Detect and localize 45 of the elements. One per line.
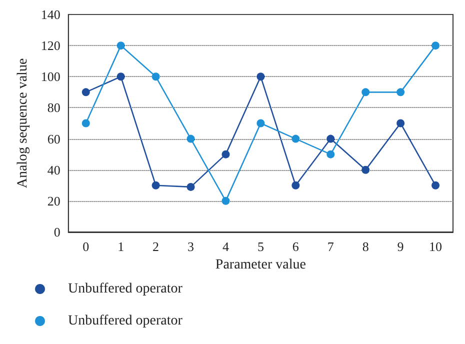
point [116, 72, 125, 81]
legend-label: Unbuffered operator [68, 314, 183, 328]
point [186, 182, 195, 191]
x-tick-label: 0 [82, 239, 90, 254]
point [82, 119, 90, 128]
point [116, 42, 125, 50]
y-tick-label: 100 [40, 69, 60, 84]
y-tick-label: 20 [47, 193, 60, 208]
y-tick-label: 40 [47, 162, 60, 178]
y-tick-label: 80 [47, 100, 60, 116]
point [362, 88, 370, 96]
x-tick-label: 1 [118, 239, 124, 254]
point [326, 134, 335, 143]
x-tick-label: 9 [397, 239, 404, 254]
x-tick-label: 3 [188, 239, 194, 254]
x-tick-label: 4 [222, 239, 230, 254]
point [362, 166, 370, 174]
point [186, 134, 195, 143]
y-tick-label: 120 [40, 38, 60, 54]
x-tick-label: 8 [362, 239, 369, 254]
point [396, 88, 405, 96]
y-tick-label: 140 [40, 7, 60, 22]
legend-label: Unbuffered operator [68, 282, 183, 296]
x-tick-label: 5 [257, 239, 264, 254]
point [152, 72, 160, 81]
x-tick-label: 10 [429, 239, 442, 254]
point [256, 72, 265, 81]
point [292, 134, 300, 143]
point [292, 181, 300, 190]
point [222, 196, 230, 205]
y-tick-label: 0 [54, 224, 60, 240]
point [432, 42, 440, 50]
x-tick-label: 6 [292, 239, 300, 254]
point [256, 119, 265, 128]
x-tick-label: 2 [152, 239, 160, 254]
point [396, 119, 405, 128]
point [152, 181, 160, 190]
x-axis-title: Parameter value [215, 257, 306, 272]
point [432, 181, 440, 190]
point [222, 150, 230, 158]
point [82, 88, 90, 96]
y-tick-label: 60 [47, 131, 60, 146]
y-axis-title: Analog sequence value [16, 58, 30, 188]
x-tick-label: 7 [327, 239, 334, 254]
point [326, 150, 335, 158]
